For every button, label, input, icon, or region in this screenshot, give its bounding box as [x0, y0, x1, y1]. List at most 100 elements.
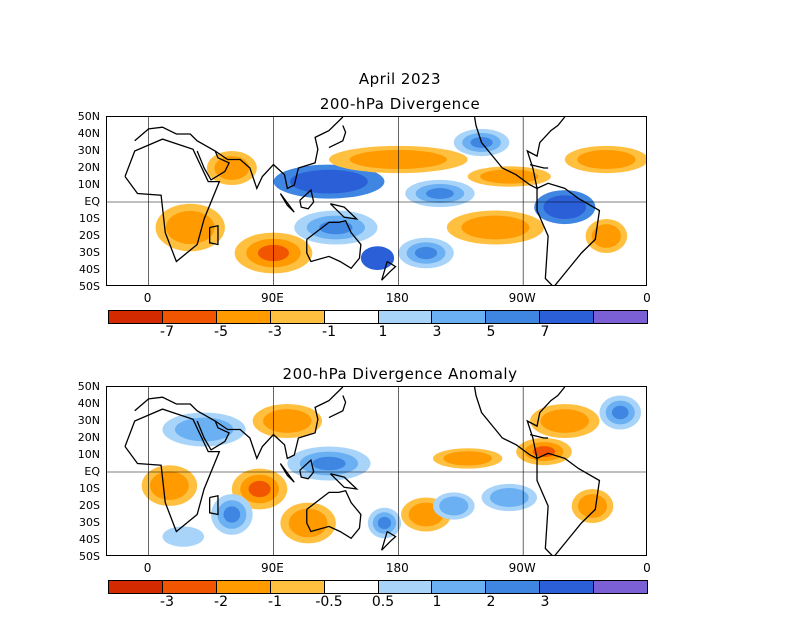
colorbar-segment [324, 311, 379, 323]
coastline [299, 188, 315, 210]
contour-fill [223, 506, 241, 523]
coastline [306, 219, 362, 270]
colorbar-segment [270, 581, 325, 593]
colorbar-segment [540, 581, 595, 593]
field-blob [564, 145, 646, 174]
field-blob [287, 446, 371, 481]
contour-fill [426, 188, 454, 199]
lat-label: 20N [77, 161, 100, 174]
colorbar-label: -1 [322, 324, 336, 340]
coastline [529, 433, 549, 439]
field-blob [141, 465, 198, 506]
colorbar-label: -3 [268, 324, 282, 340]
colorbar-segment [216, 581, 271, 593]
colorbar-label: -2 [214, 594, 228, 610]
field-blob [155, 203, 225, 252]
colorbar-segment [486, 581, 541, 593]
lat-label: EQ [84, 195, 100, 208]
divergence-anomaly-map-svg [107, 387, 646, 555]
coastline [134, 387, 344, 461]
coastline [328, 395, 347, 419]
contour-fill [165, 210, 215, 245]
coastline [536, 182, 601, 285]
contour-fill [461, 215, 530, 240]
lat-label: 30N [77, 144, 100, 157]
coastline [124, 138, 221, 263]
field-blob [211, 494, 253, 535]
lat-label: 50N [77, 380, 100, 393]
lon-label: 180 [385, 291, 409, 305]
colorbar-segment [324, 581, 379, 593]
lon-label: 0 [643, 291, 651, 305]
lat-label: 10S [79, 212, 100, 225]
field-blob [398, 237, 454, 269]
coastline [209, 495, 219, 516]
field-blob [367, 507, 402, 539]
lon-label: 0 [143, 291, 152, 305]
colorbar-segment [216, 311, 271, 323]
lat-label: 10N [77, 178, 100, 191]
colorbar-label: -1 [268, 594, 282, 610]
contour-fill [577, 149, 636, 170]
coastline [279, 463, 295, 483]
contour-fill [540, 409, 590, 433]
colorbar-segment [486, 311, 541, 323]
colorbar-segment [540, 311, 595, 323]
field-blob [432, 448, 503, 469]
contour-fill [214, 156, 250, 180]
contour-fill [288, 508, 328, 538]
lat-label: 20S [79, 229, 100, 242]
lon-label: 90E [261, 561, 284, 575]
coastline [381, 260, 397, 281]
lon-label: 90E [261, 291, 284, 305]
divergence-map [106, 116, 647, 286]
field-blob [530, 404, 600, 438]
field-blob [273, 164, 385, 199]
lon-label: 90W [508, 561, 536, 575]
colorbar-label: 2 [486, 594, 496, 610]
contour-fill [611, 405, 629, 420]
contour-fill [552, 200, 577, 214]
lon-label: 90W [508, 291, 536, 305]
field-blob [481, 483, 538, 512]
contour-fill [150, 471, 189, 500]
colorbar-label: 0.5 [371, 594, 395, 610]
coastline [279, 193, 295, 213]
contour-fill [489, 487, 529, 508]
colorbar-label: 1 [432, 594, 442, 610]
field-blob [162, 526, 205, 547]
lat-label: 50S [79, 280, 100, 293]
colorbar-segment [109, 311, 163, 323]
colorbar-label: -0.5 [315, 594, 343, 610]
coastline [134, 117, 344, 191]
divergence-map-svg [107, 117, 646, 285]
coastline [124, 408, 221, 533]
lon-label: 180 [385, 561, 409, 575]
contour-fill [591, 224, 621, 248]
coastline [536, 452, 601, 555]
panel2-title: 200-hPa Divergence Anomaly [282, 365, 518, 383]
colorbar-label: 3 [540, 594, 550, 610]
coastline [299, 458, 315, 480]
field-blob [599, 395, 642, 430]
field-blob [571, 489, 614, 523]
lat-label: 20N [77, 431, 100, 444]
panel1-title: 200-hPa Divergence [319, 95, 481, 113]
colorbar-segment [109, 581, 163, 593]
field-blob [252, 404, 323, 438]
lat-label: 40N [77, 127, 100, 140]
colorbar-label: 5 [486, 324, 496, 340]
field-blob [467, 166, 551, 187]
lon-label: 0 [643, 561, 651, 575]
contour-fill [414, 246, 438, 260]
colorbar-label: -7 [160, 324, 174, 340]
coastline [329, 473, 359, 490]
lat-label: 10S [79, 482, 100, 495]
field-blob [405, 179, 475, 208]
colorbar-label: -5 [214, 324, 228, 340]
main-title: April 2023 [358, 70, 442, 88]
contour-fill [168, 529, 198, 544]
coastline [209, 225, 219, 246]
contour-fill [439, 496, 469, 516]
lat-label: 50N [77, 110, 100, 123]
